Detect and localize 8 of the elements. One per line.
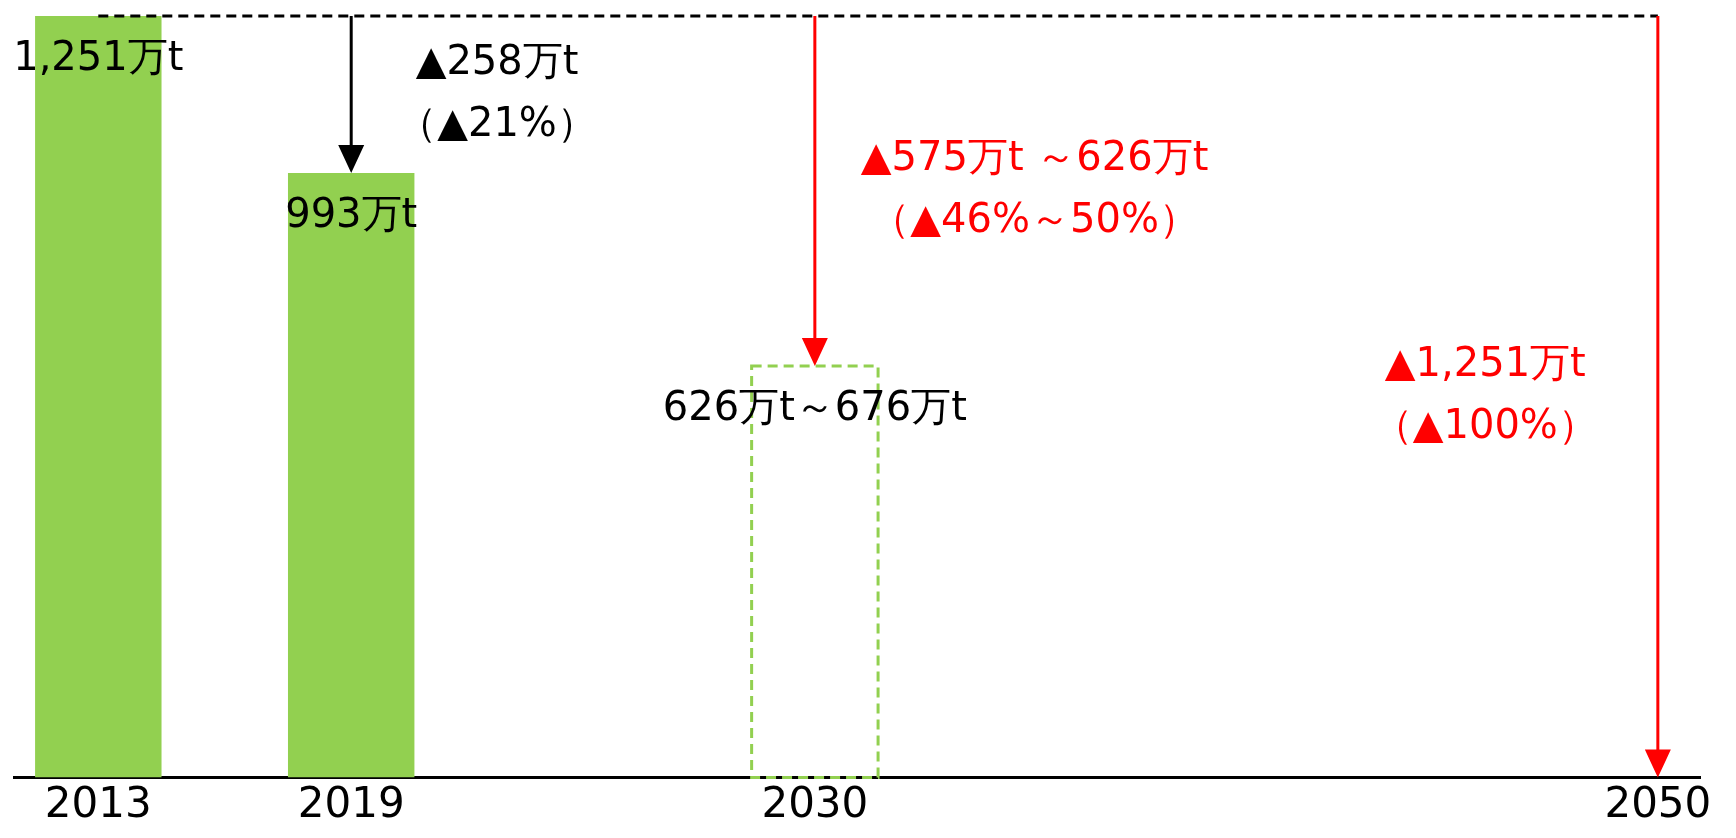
data-label: 626万t～676万t	[662, 383, 967, 430]
annotation: ▲1,251万t （▲100%）	[1372, 339, 1598, 448]
x-tick-label: 2050	[1604, 777, 1712, 827]
x-tick-label: 2019	[297, 777, 405, 827]
annotation: ▲575万t ～626万t （▲46%～50%）	[860, 133, 1209, 242]
x-tick-label: 2013	[44, 777, 152, 827]
annotation: ▲258万t （▲21%）	[397, 36, 597, 145]
x-tick-label: 2030	[761, 777, 869, 827]
